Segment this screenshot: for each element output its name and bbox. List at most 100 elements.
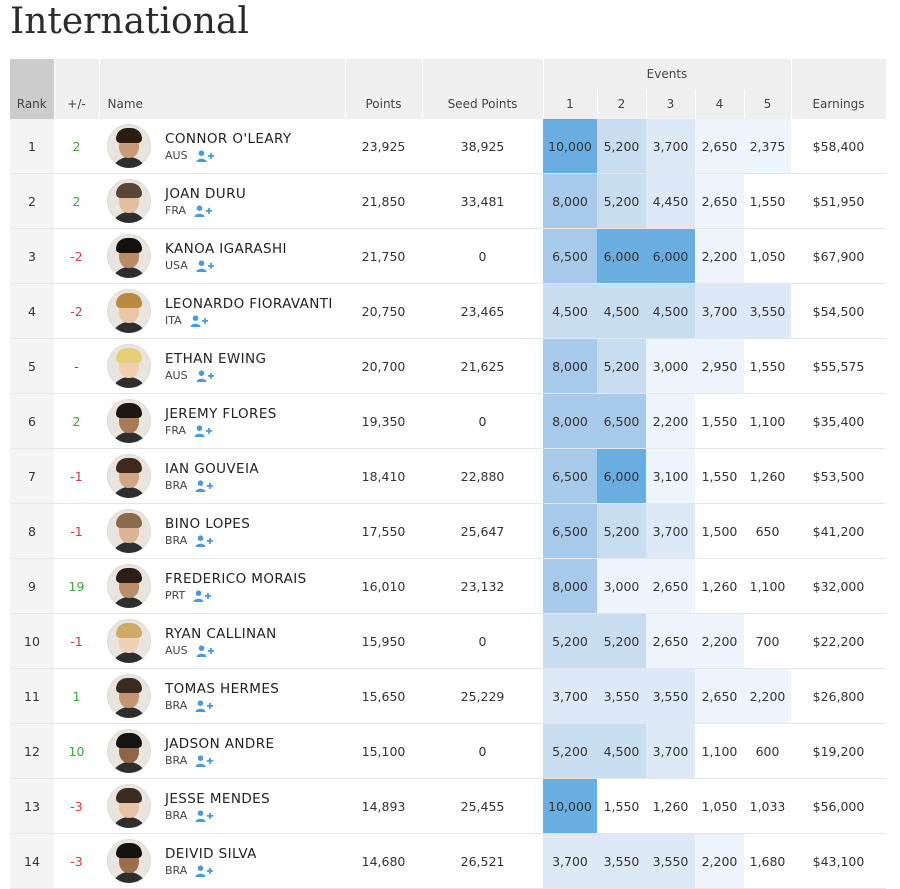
rank-change: -2 <box>54 283 99 339</box>
avatar[interactable] <box>107 454 151 498</box>
points-cell: 15,100 <box>345 723 422 779</box>
event-5-header[interactable]: 5 <box>744 89 792 119</box>
add-user-icon[interactable] <box>196 259 214 272</box>
surfer: JEREMY FLORES FRA <box>99 399 345 443</box>
event-3-score: 2,650 <box>646 558 695 614</box>
surfer-name[interactable]: JESSE MENDES <box>165 791 271 807</box>
add-user-icon[interactable] <box>193 589 212 602</box>
table-row[interactable]: 13 -3 JESSE MENDES BRA 14,893 25,455 10,000 1,5… <box>10 778 886 834</box>
avatar[interactable] <box>107 344 151 388</box>
event-1-header[interactable]: 1 <box>543 89 598 119</box>
surfer-cell: TOMAS HERMES BRA <box>99 668 345 724</box>
avatar[interactable] <box>107 234 151 278</box>
add-user-icon[interactable] <box>196 369 214 382</box>
surfer-name[interactable]: RYAN CALLINAN <box>165 626 277 642</box>
surfer-name[interactable]: FREDERICO MORAIS <box>165 571 307 587</box>
surfer-name[interactable]: JOAN DURU <box>165 186 247 202</box>
add-user-icon[interactable] <box>190 314 208 327</box>
avatar[interactable] <box>107 784 151 828</box>
add-user-icon[interactable] <box>195 534 214 547</box>
avatar[interactable] <box>107 564 151 608</box>
avatar[interactable] <box>107 289 151 333</box>
add-user-icon[interactable] <box>194 204 213 217</box>
surfer-name[interactable]: IAN GOUVEIA <box>165 461 259 477</box>
event-4-header[interactable]: 4 <box>695 89 745 119</box>
points-cell: 14,680 <box>345 833 422 889</box>
surfer-info: FREDERICO MORAIS PRT <box>165 570 307 602</box>
add-user-icon[interactable] <box>195 699 214 712</box>
earnings-cell: $22,200 <box>791 613 886 669</box>
surfer-name[interactable]: BINO LOPES <box>165 516 251 532</box>
table-row[interactable]: 8 -1 BINO LOPES BRA 17,550 25,647 6,500 5,200 3,… <box>10 503 886 559</box>
table-row[interactable]: 7 -1 IAN GOUVEIA BRA 18,410 22,880 6,500 6,000 3… <box>10 448 886 504</box>
add-user-icon[interactable] <box>195 754 214 767</box>
earnings-cell: $67,900 <box>791 228 886 284</box>
earnings-header[interactable]: Earnings <box>791 59 887 119</box>
earnings-cell: $35,400 <box>791 393 886 449</box>
earnings-cell: $56,000 <box>791 778 886 834</box>
surfer-info: DEIVID SILVA BRA <box>165 845 257 877</box>
add-user-icon[interactable] <box>194 424 213 437</box>
table-row[interactable]: 5- ETHAN EWING AUS 20,700 21,625 8,000 5,200 3,… <box>10 338 886 394</box>
surfer-info: CONNOR O'LEARY AUS <box>165 130 292 162</box>
add-user-icon[interactable] <box>196 644 214 657</box>
surfer-name[interactable]: KANOA IGARASHI <box>165 241 287 257</box>
table-row[interactable]: 4 -2 LEONARDO FIORAVANTI ITA 20,750 23,465 4,5… <box>10 283 886 339</box>
rank-change: 2 <box>54 173 99 229</box>
avatar[interactable] <box>107 399 151 443</box>
event-1-score: 10,000 <box>543 119 597 174</box>
event-2-header[interactable]: 2 <box>597 89 647 119</box>
add-user-icon[interactable] <box>195 864 214 877</box>
table-row[interactable]: 3 -2 KANOA IGARASHI USA 21,750 0 6,500 6,000 6,0… <box>10 228 886 284</box>
event-1-score: 8,000 <box>543 393 597 449</box>
event-3-score: 3,550 <box>646 833 695 889</box>
delta-header[interactable]: +/- <box>54 59 100 119</box>
table-row[interactable]: 10 -1 RYAN CALLINAN AUS 15,950 0 5,200 5,200 2,6… <box>10 613 886 669</box>
table-row[interactable]: 2 2 JOAN DURU FRA 21,850 33,481 8,000 5,200 4,45… <box>10 173 886 229</box>
surfer: JESSE MENDES BRA <box>99 784 345 828</box>
table-row[interactable]: 11 1 TOMAS HERMES BRA 15,650 25,229 3,700 3,550… <box>10 668 886 724</box>
table-row[interactable]: 14 -3 DEIVID SILVA BRA 14,680 26,521 3,700 3,55… <box>10 833 886 889</box>
surfer: KANOA IGARASHI USA <box>99 234 345 278</box>
surfer-name[interactable]: JADSON ANDRE <box>165 736 275 752</box>
surfer-name[interactable]: CONNOR O'LEARY <box>165 131 292 147</box>
table-row[interactable]: 6 2 JEREMY FLORES FRA 19,350 0 8,000 6,500 2,200… <box>10 393 886 449</box>
event-1-score: 3,700 <box>543 668 597 724</box>
surfer-name[interactable]: ETHAN EWING <box>165 351 267 367</box>
surfer-name[interactable]: JEREMY FLORES <box>165 406 277 422</box>
event-4-score: 1,550 <box>695 448 744 504</box>
avatar[interactable] <box>107 729 151 773</box>
table-row[interactable]: 12 10 JADSON ANDRE BRA 15,100 0 5,200 4,500 3,70… <box>10 723 886 779</box>
earnings-cell: $19,200 <box>791 723 886 779</box>
event-4-score: 1,050 <box>695 778 744 834</box>
avatar[interactable] <box>107 179 151 223</box>
points-header[interactable]: Points <box>345 59 423 119</box>
table-row[interactable]: 1 2 CONNOR O'LEARY AUS 23,925 38,925 10,000 5,2… <box>10 119 886 174</box>
surfer-name[interactable]: DEIVID SILVA <box>165 846 257 862</box>
event-5-score: 1,550 <box>744 338 791 394</box>
avatar[interactable] <box>107 619 151 663</box>
event-4-score: 2,650 <box>695 119 744 174</box>
surfer: ETHAN EWING AUS <box>99 344 345 388</box>
event-3-header[interactable]: 3 <box>646 89 696 119</box>
earnings-cell: $26,800 <box>791 668 886 724</box>
surfer-name[interactable]: TOMAS HERMES <box>165 681 280 697</box>
seed-points-header[interactable]: Seed Points <box>422 59 544 119</box>
avatar[interactable] <box>107 124 151 168</box>
surfer-meta: AUS <box>165 149 292 162</box>
rank-change: -2 <box>54 228 99 284</box>
add-user-icon[interactable] <box>196 149 214 162</box>
avatar[interactable] <box>107 674 151 718</box>
avatar[interactable] <box>107 509 151 553</box>
name-header[interactable]: Name <box>99 59 346 119</box>
rank-header[interactable]: Rank <box>10 59 55 119</box>
table-row[interactable]: 9 19 FREDERICO MORAIS PRT 16,010 23,132 8,000 3… <box>10 558 886 614</box>
add-user-icon[interactable] <box>195 479 214 492</box>
surfer-info: TOMAS HERMES BRA <box>165 680 279 712</box>
avatar[interactable] <box>107 839 151 883</box>
surfer-name[interactable]: LEONARDO FIORAVANTI <box>165 296 333 312</box>
event-4-score: 2,200 <box>695 613 744 669</box>
country-code: PRT <box>165 589 186 602</box>
add-user-icon[interactable] <box>195 809 214 822</box>
country-code: USA <box>165 259 188 272</box>
